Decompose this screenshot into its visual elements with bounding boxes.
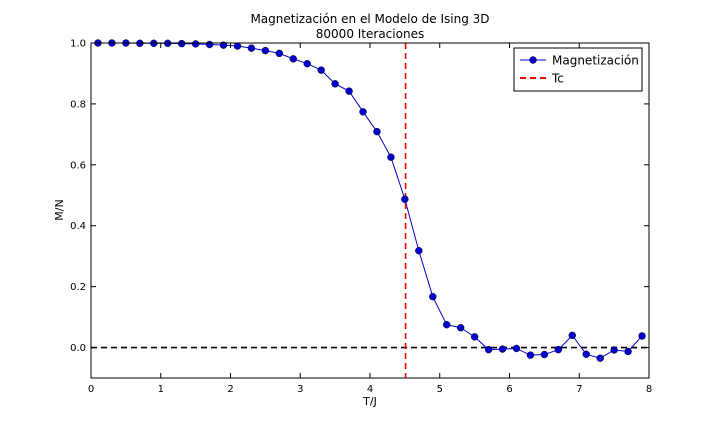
plot-inner [91, 43, 649, 378]
magnetization-point [289, 55, 297, 63]
chart-title-line-2: 80000 Iteraciones [316, 27, 424, 41]
legend-magnetization-marker [529, 56, 537, 64]
magnetization-point [401, 195, 409, 203]
plot-area [91, 39, 649, 378]
x-tick-label: 0 [88, 384, 94, 395]
chart-title: Magnetización en el Modelo de Ising 3D 8… [250, 12, 489, 41]
magnetization-point [359, 108, 367, 116]
magnetization-point [331, 80, 339, 88]
chart-title-line-1: Magnetización en el Modelo de Ising 3D [250, 12, 489, 26]
magnetization-point [345, 87, 353, 95]
legend-box [513, 47, 643, 92]
y-tick-label: 0.0 [70, 343, 86, 354]
x-tick-label: 8 [646, 384, 652, 395]
magnetization-point [415, 246, 423, 255]
x-tick-label: 5 [437, 384, 443, 395]
x-tick-label: 2 [227, 384, 233, 395]
magnetization-point [177, 39, 186, 48]
y-tick-label: 0.4 [70, 221, 86, 232]
magnetization-point [610, 346, 618, 354]
magnetization-point [526, 351, 535, 359]
x-tick-label: 1 [158, 384, 164, 395]
magnetization-point [484, 345, 493, 354]
x-tick-label: 3 [297, 384, 303, 395]
magnetization-point [443, 321, 451, 329]
axes: 0 1 2 3 4 5 6 7 8 0.0 0.2 0.4 0.6 0.8 1.0 [70, 39, 652, 396]
magnetization-point [568, 331, 576, 340]
magnetization-point [303, 60, 311, 68]
magnetization-point [317, 66, 325, 74]
legend-tc-label: Tc [551, 72, 564, 86]
magnetization-point [205, 40, 214, 49]
x-tick-label: 7 [576, 384, 582, 395]
legend: Magnetización Tc [513, 47, 643, 92]
magnetization-point [554, 345, 563, 354]
magnetization-point [470, 333, 479, 341]
y-tick-label: 1.0 [70, 39, 86, 50]
magnetization-point [261, 46, 270, 55]
y-axis-label: M/N [53, 199, 66, 220]
x-tick-label: 4 [367, 384, 373, 395]
magnetization-point [456, 324, 465, 332]
magnetization-line [97, 43, 643, 359]
magnetization-point [582, 350, 590, 358]
magnetization-point [191, 40, 200, 48]
magnetization-point [638, 332, 646, 340]
axes-frame [90, 42, 650, 379]
magnetization-point [540, 350, 549, 359]
legend-magnetization-label: Magnetización [552, 54, 639, 68]
magnetization-point [498, 345, 507, 353]
magnetization-point [247, 44, 256, 52]
magnetization-point [233, 42, 242, 50]
magnetization-point [624, 347, 632, 356]
magnetization-point [275, 49, 284, 58]
magnetization-point [596, 354, 604, 362]
magnetization-point [373, 127, 381, 136]
x-axis-label: T/J [362, 395, 377, 408]
y-tick-label: 0.2 [70, 282, 86, 293]
magnetization-point [429, 292, 437, 301]
x-tick-label: 6 [506, 384, 512, 395]
magnetization-point [512, 344, 521, 353]
magnetization-point [387, 153, 395, 161]
y-tick-label: 0.8 [70, 99, 86, 110]
y-tick-label: 0.6 [70, 160, 86, 171]
